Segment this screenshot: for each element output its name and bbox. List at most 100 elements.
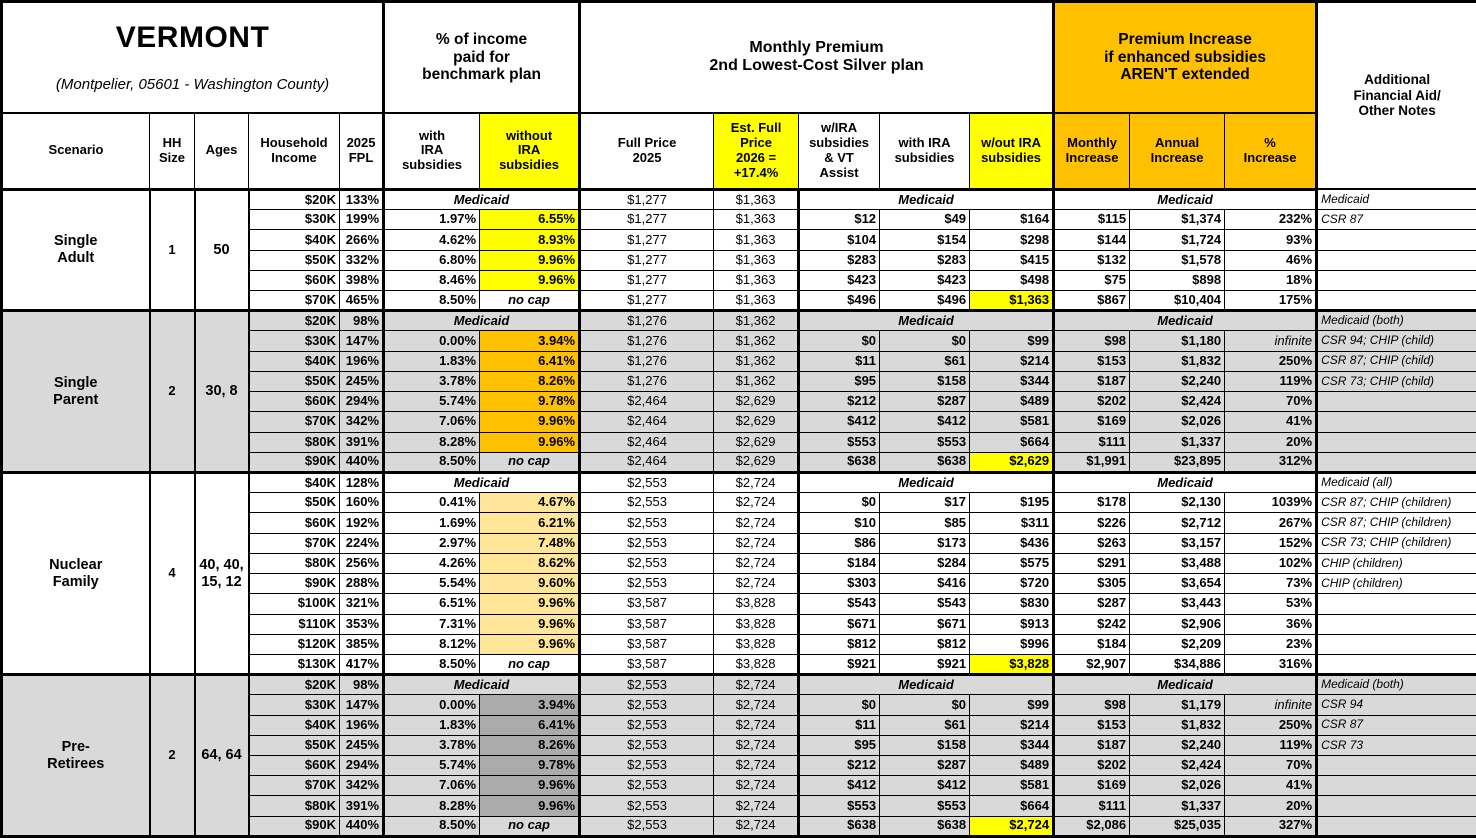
wout-ira-cell: $99 xyxy=(970,695,1054,715)
full-price-2025-cell: $2,553 xyxy=(580,776,714,796)
pct-increase-cell: 70% xyxy=(1225,756,1317,776)
pct-without-ira-cell: 3.94% xyxy=(480,695,580,715)
col-header-full-price-2025: Full Price 2025 xyxy=(580,113,714,190)
pct-increase-cell: 119% xyxy=(1225,371,1317,391)
pct-increase-cell: 102% xyxy=(1225,553,1317,573)
pct-with-ira-cell: 1.97% xyxy=(384,210,480,230)
pct-increase-cell: 119% xyxy=(1225,735,1317,755)
fpl-cell: 196% xyxy=(340,715,384,735)
col-header-household-income: Household Income xyxy=(249,113,340,190)
notes-cell xyxy=(1317,291,1476,311)
notes-cell xyxy=(1317,594,1476,614)
pct-with-ira-cell: 3.78% xyxy=(384,735,480,755)
full-price-2025-cell: $2,553 xyxy=(580,533,714,553)
income-cell: $40K xyxy=(249,715,340,735)
pct-with-ira-cell: 0.00% xyxy=(384,331,480,351)
w-ira-vt-assist-cell: $638 xyxy=(799,452,880,472)
income-cell: $30K xyxy=(249,210,340,230)
fpl-cell: 342% xyxy=(340,412,384,432)
wout-ira-cell: $99 xyxy=(970,331,1054,351)
pct-with-ira-cell: 6.51% xyxy=(384,594,480,614)
monthly-increase-cell: $187 xyxy=(1054,371,1130,391)
full-price-2025-cell: $2,553 xyxy=(580,756,714,776)
est-full-price-2026-cell: $1,362 xyxy=(714,311,799,331)
full-price-2025-cell: $1,276 xyxy=(580,351,714,371)
fpl-cell: 192% xyxy=(340,513,384,533)
notes-cell xyxy=(1317,230,1476,250)
fpl-cell: 133% xyxy=(340,189,384,209)
pct-without-ira-cell: 6.21% xyxy=(480,513,580,533)
wout-ira-cell: $3,828 xyxy=(970,654,1054,674)
pct-without-ira-cell: 9.96% xyxy=(480,412,580,432)
pct-with-ira-cell: 3.78% xyxy=(384,371,480,391)
income-cell: $40K xyxy=(249,230,340,250)
est-full-price-2026-cell: $2,724 xyxy=(714,513,799,533)
income-cell: $120K xyxy=(249,634,340,654)
with-ira-cell: $921 xyxy=(880,654,970,674)
income-cell: $80K xyxy=(249,432,340,452)
monthly-increase-cell: $75 xyxy=(1054,270,1130,290)
est-full-price-2026-cell: $2,629 xyxy=(714,432,799,452)
pct-increase-cell: infinite xyxy=(1225,331,1317,351)
notes-cell xyxy=(1317,756,1476,776)
wout-ira-cell: $311 xyxy=(970,513,1054,533)
fpl-cell: 398% xyxy=(340,270,384,290)
pct-without-ira-cell: 6.41% xyxy=(480,715,580,735)
pct-increase-cell: 20% xyxy=(1225,432,1317,452)
income-cell: $30K xyxy=(249,331,340,351)
medicaid-span-premium: Medicaid xyxy=(799,675,1054,695)
est-full-price-2026-cell: $2,629 xyxy=(714,452,799,472)
pct-with-ira-cell: 1.83% xyxy=(384,715,480,735)
w-ira-vt-assist-cell: $553 xyxy=(799,796,880,816)
pct-with-ira-cell: 8.28% xyxy=(384,796,480,816)
full-price-2025-cell: $2,553 xyxy=(580,695,714,715)
fpl-cell: 256% xyxy=(340,553,384,573)
w-ira-vt-assist-cell: $10 xyxy=(799,513,880,533)
pct-without-ira-cell: 9.96% xyxy=(480,614,580,634)
pct-without-ira-cell: 3.94% xyxy=(480,331,580,351)
annual-increase-cell: $2,130 xyxy=(1130,493,1225,513)
full-price-2025-cell: $1,276 xyxy=(580,311,714,331)
full-price-2025-cell: $2,553 xyxy=(580,472,714,492)
monthly-increase-cell: $1,991 xyxy=(1054,452,1130,472)
full-price-2025-cell: $2,464 xyxy=(580,432,714,452)
pct-increase-cell: 327% xyxy=(1225,816,1317,836)
pct-with-ira-cell: 5.74% xyxy=(384,392,480,412)
wout-ira-cell: $344 xyxy=(970,371,1054,391)
annual-increase-cell: $1,180 xyxy=(1130,331,1225,351)
pct-increase-cell: 53% xyxy=(1225,594,1317,614)
notes-cell: CSR 73; CHIP (children) xyxy=(1317,533,1476,553)
medicaid-span-premium: Medicaid xyxy=(799,311,1054,331)
with-ira-cell: $287 xyxy=(880,392,970,412)
monthly-increase-cell: $132 xyxy=(1054,250,1130,270)
wout-ira-cell: $195 xyxy=(970,493,1054,513)
wout-ira-cell: $415 xyxy=(970,250,1054,270)
wout-ira-cell: $214 xyxy=(970,351,1054,371)
monthly-increase-cell: $291 xyxy=(1054,553,1130,573)
fpl-cell: 266% xyxy=(340,230,384,250)
fpl-cell: 199% xyxy=(340,210,384,230)
pct-increase-cell: infinite xyxy=(1225,695,1317,715)
est-full-price-2026-cell: $1,362 xyxy=(714,371,799,391)
w-ira-vt-assist-cell: $212 xyxy=(799,392,880,412)
pct-without-ira-cell: 9.96% xyxy=(480,776,580,796)
col-header-2025-fpl: 2025 FPL xyxy=(340,113,384,190)
fpl-cell: 465% xyxy=(340,291,384,311)
est-full-price-2026-cell: $3,828 xyxy=(714,634,799,654)
annual-increase-cell: $1,337 xyxy=(1130,432,1225,452)
wout-ira-cell: $1,363 xyxy=(970,291,1054,311)
income-cell: $60K xyxy=(249,756,340,776)
pct-with-ira-cell: 8.50% xyxy=(384,654,480,674)
notes-cell xyxy=(1317,796,1476,816)
pct-increase-cell: 152% xyxy=(1225,533,1317,553)
full-price-2025-cell: $2,553 xyxy=(580,513,714,533)
pct-without-ira-cell: 9.96% xyxy=(480,270,580,290)
pct-without-ira-cell: 6.41% xyxy=(480,351,580,371)
fpl-cell: 342% xyxy=(340,776,384,796)
est-full-price-2026-cell: $2,724 xyxy=(714,574,799,594)
medicaid-span-premium: Medicaid xyxy=(799,189,1054,209)
full-price-2025-cell: $3,587 xyxy=(580,654,714,674)
monthly-increase-cell: $305 xyxy=(1054,574,1130,594)
est-full-price-2026-cell: $2,724 xyxy=(714,776,799,796)
with-ira-cell: $0 xyxy=(880,695,970,715)
